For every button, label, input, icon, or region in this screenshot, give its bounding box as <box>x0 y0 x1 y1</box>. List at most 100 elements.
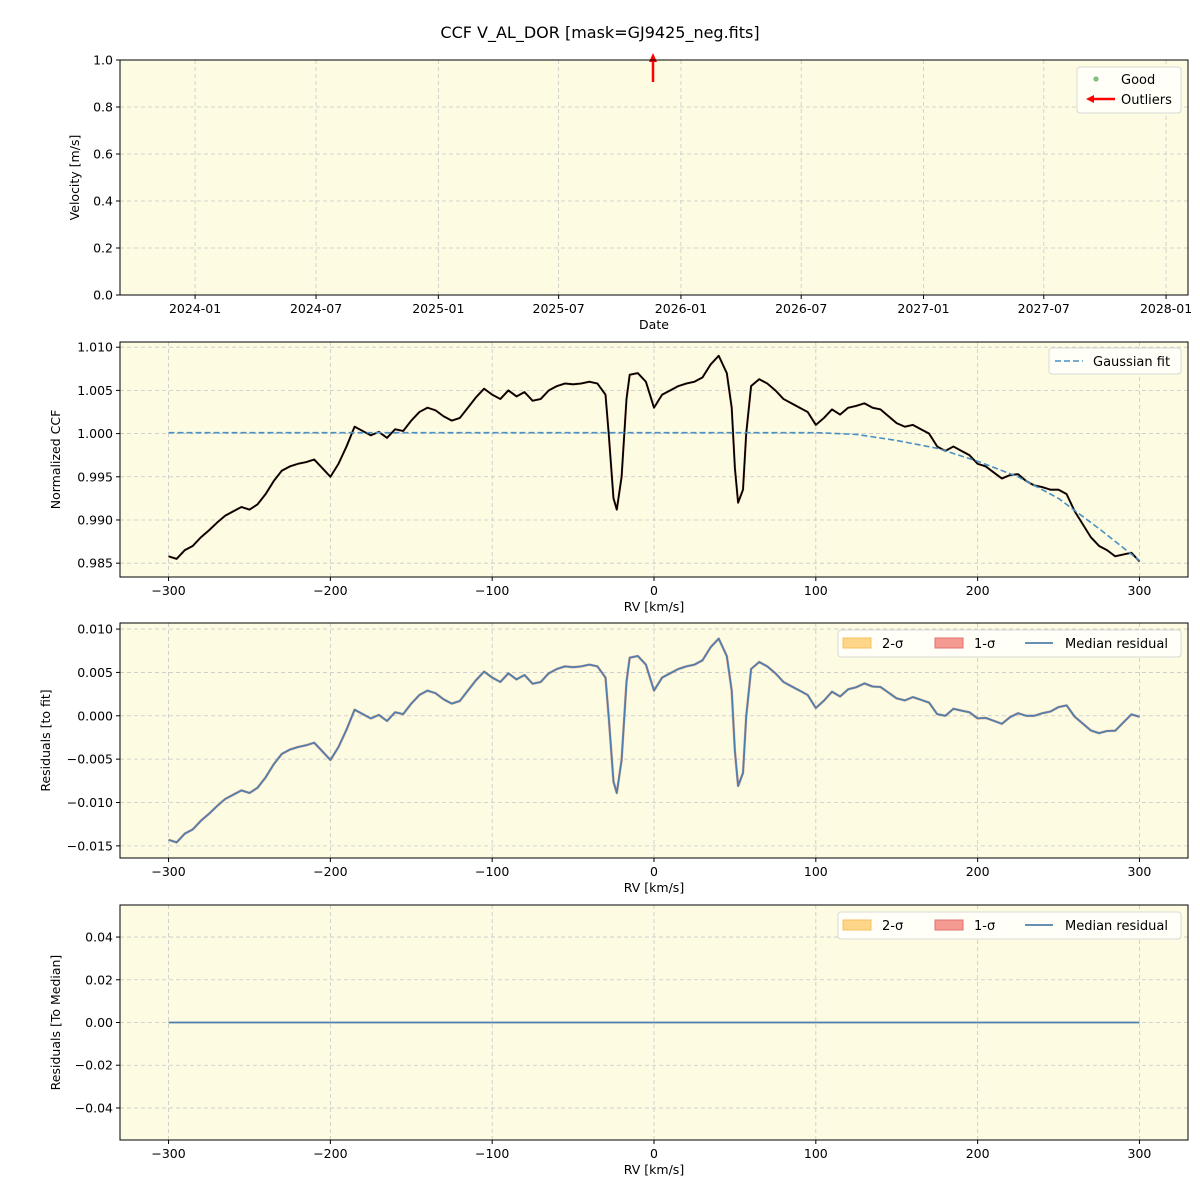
y-tick-label: −0.010 <box>67 795 113 810</box>
plot-area <box>120 342 1188 577</box>
gaussian-fit-line <box>168 431 1140 562</box>
legend: 2-σ 1-σ Median residual <box>837 629 1182 658</box>
x-tick-label: 2027-07 <box>1018 301 1070 316</box>
x-tick-label: 200 <box>966 1146 990 1161</box>
x-tick-label: 0 <box>650 864 658 879</box>
legend-outlier-label: Outliers <box>1121 93 1172 108</box>
legend-one-sigma-swatch <box>934 919 964 931</box>
figure-title: CCF V_AL_DOR [mask=GJ9425_neg.fits] <box>440 23 759 43</box>
panel-4: −300 −200 −100 0 100 200 300 −0.04 −0.02 0.00 0.02… <box>48 904 1189 1177</box>
plot-area <box>120 623 1188 858</box>
legend-frame <box>1076 66 1182 114</box>
outlier-arrowhead <box>649 53 658 62</box>
x-tick-label: 100 <box>804 583 828 598</box>
y-tick-label: −0.02 <box>75 1058 113 1073</box>
panel-2: −300 −200 −100 0 100 200 300 0.985 0.990 0.995 1.0… <box>48 340 1189 614</box>
plot-area <box>120 60 1188 295</box>
x-tick-label: −200 <box>313 583 347 598</box>
x-tick-label: 2025-07 <box>533 301 585 316</box>
legend-fit-label: Gaussian fit <box>1093 355 1170 370</box>
plot-frame <box>119 622 1189 859</box>
plot-frame <box>119 341 1189 578</box>
legend-frame <box>1048 347 1182 375</box>
x-tick-label: −200 <box>313 1146 347 1161</box>
y-axis-label: Normalized CCF <box>48 410 63 510</box>
legend: Gaussian fit <box>1048 347 1182 375</box>
y-tick-label: 0.990 <box>77 512 113 527</box>
legend: Good Outliers <box>1076 66 1182 114</box>
y-axis-label: Velocity [m/s] <box>67 135 82 221</box>
y-tick-label: 0.005 <box>77 665 113 680</box>
x-tick-label: 2028-01 <box>1140 301 1192 316</box>
x-tick-label: 200 <box>966 583 990 598</box>
legend-good-label: Good <box>1121 73 1155 88</box>
x-tick-label: 200 <box>966 864 990 879</box>
legend-good-marker <box>1093 76 1099 82</box>
legend-two-sigma-swatch <box>842 637 872 649</box>
legend-frame <box>837 629 1182 658</box>
y-tick-label: 0.010 <box>77 622 113 637</box>
x-tick-label: 2025-01 <box>412 301 464 316</box>
median-residual-line <box>168 637 1140 844</box>
legend-median-label: Median residual <box>1065 919 1168 934</box>
x-tick-label: 300 <box>1128 583 1152 598</box>
panel-3: −300 −200 −100 0 100 200 300 −0.015 −0.010 −0.005… <box>38 622 1189 895</box>
y-tick-label: 1.000 <box>77 426 113 441</box>
y-tick-label: 0.000 <box>77 708 113 723</box>
y-tick-label: 0.985 <box>77 556 113 571</box>
y-tick-label: 1.010 <box>77 340 113 355</box>
legend-outlier-arrowhead <box>1086 95 1094 103</box>
panel-1: 2024-01 2024-07 2025-01 2025-07 2026-01 2026-… <box>67 53 1192 333</box>
y-tick-label: −0.015 <box>67 838 113 853</box>
y-tick-label: −0.005 <box>67 752 113 767</box>
y-tick-label: 0.02 <box>85 972 113 987</box>
x-tick-label: −200 <box>313 864 347 879</box>
x-axis-label: Date <box>639 317 669 332</box>
y-tick-label: 0.6 <box>93 147 113 162</box>
legend-median-label: Median residual <box>1065 637 1168 652</box>
y-tick-label: 0.8 <box>93 100 113 115</box>
y-tick-label: 0.2 <box>93 241 113 256</box>
x-axis-label: RV [km/s] <box>624 1162 684 1177</box>
x-tick-label: 100 <box>804 1146 828 1161</box>
y-axis-label: Residuals [to fit] <box>38 689 53 791</box>
y-tick-label: 0.4 <box>93 194 113 209</box>
legend: 2-σ 1-σ Median residual <box>837 911 1182 940</box>
ccf-line <box>168 354 1141 563</box>
y-tick-label: 1.0 <box>93 53 113 68</box>
x-tick-label: 2024-01 <box>169 301 221 316</box>
plot-frame <box>119 904 1189 1141</box>
legend-one-sigma-label: 1-σ <box>974 919 995 934</box>
x-tick-label: 300 <box>1128 864 1152 879</box>
x-tick-label: 300 <box>1128 1146 1152 1161</box>
legend-one-sigma-label: 1-σ <box>974 637 995 652</box>
x-tick-label: 2026-01 <box>655 301 707 316</box>
x-tick-label: −300 <box>151 1146 185 1161</box>
x-axis-label: RV [km/s] <box>624 880 684 895</box>
y-tick-label: 0.995 <box>77 469 113 484</box>
x-tick-label: −100 <box>475 864 509 879</box>
legend-frame <box>837 911 1182 940</box>
x-tick-label: 0 <box>650 1146 658 1161</box>
plot-frame <box>119 59 1189 296</box>
x-tick-label: 100 <box>804 864 828 879</box>
y-tick-label: 1.005 <box>77 383 113 398</box>
x-tick-label: 2024-07 <box>290 301 342 316</box>
x-tick-label: −300 <box>151 583 185 598</box>
x-axis-label: RV [km/s] <box>624 599 684 614</box>
y-tick-label: 0.00 <box>85 1015 113 1030</box>
y-tick-label: 0.04 <box>85 930 113 945</box>
x-tick-label: −100 <box>475 583 509 598</box>
x-tick-label: −300 <box>151 864 185 879</box>
y-axis-label: Residuals [To Median] <box>48 955 63 1091</box>
y-tick-label: 0.0 <box>93 288 113 303</box>
legend-two-sigma-label: 2-σ <box>882 637 903 652</box>
x-tick-label: 2026-07 <box>775 301 827 316</box>
legend-two-sigma-label: 2-σ <box>882 919 903 934</box>
x-tick-label: −100 <box>475 1146 509 1161</box>
x-tick-label: 2027-01 <box>897 301 949 316</box>
x-tick-label: 0 <box>650 583 658 598</box>
legend-one-sigma-swatch <box>934 637 964 649</box>
legend-two-sigma-swatch <box>842 919 872 931</box>
